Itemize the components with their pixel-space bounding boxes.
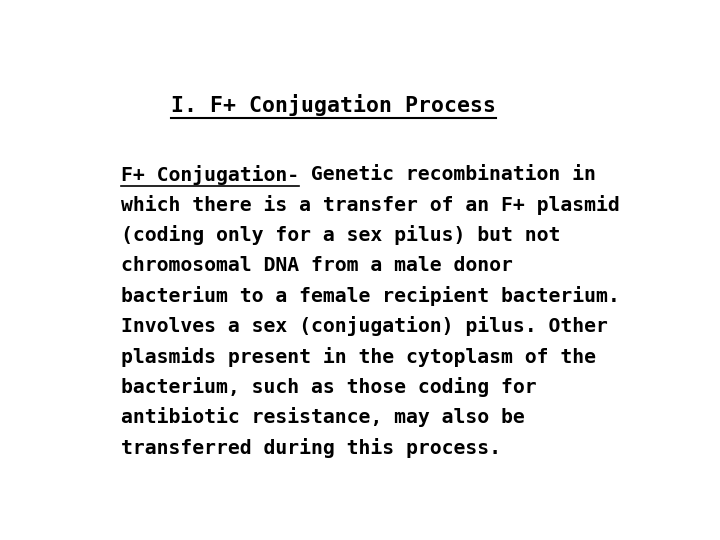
Text: which there is a transfer of an F+ plasmid: which there is a transfer of an F+ plasm… xyxy=(121,195,619,215)
Text: plasmids present in the cytoplasm of the: plasmids present in the cytoplasm of the xyxy=(121,347,595,367)
Text: transferred during this process.: transferred during this process. xyxy=(121,438,500,458)
Text: bacterium to a female recipient bacterium.: bacterium to a female recipient bacteriu… xyxy=(121,286,619,306)
Text: Genetic recombination in: Genetic recombination in xyxy=(299,165,595,184)
Text: chromosomal DNA from a male donor: chromosomal DNA from a male donor xyxy=(121,255,513,275)
Text: Involves a sex (conjugation) pilus. Other: Involves a sex (conjugation) pilus. Othe… xyxy=(121,316,608,336)
Text: F+ Conjugation-: F+ Conjugation- xyxy=(121,165,299,185)
Text: (coding only for a sex pilus) but not: (coding only for a sex pilus) but not xyxy=(121,225,560,245)
Text: bacterium, such as those coding for: bacterium, such as those coding for xyxy=(121,377,536,397)
Text: I. F+ Conjugation Process: I. F+ Conjugation Process xyxy=(171,94,496,116)
Text: antibiotic resistance, may also be: antibiotic resistance, may also be xyxy=(121,407,524,428)
